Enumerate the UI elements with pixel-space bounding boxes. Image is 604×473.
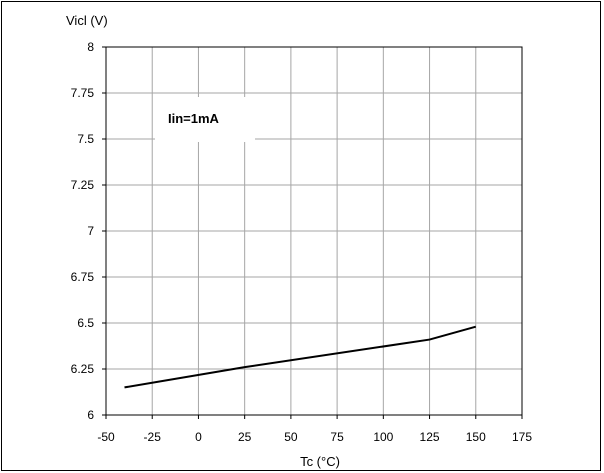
x-tick-label: 75	[330, 430, 344, 444]
annotation-background	[155, 97, 255, 142]
series	[124, 325, 477, 389]
y-tick-label: 7	[87, 224, 94, 238]
annotation-label: Iin=1mA	[168, 111, 220, 126]
x-tick-label: 175	[512, 430, 532, 444]
x-tick-label: 100	[373, 430, 393, 444]
x-axis: -50 -25 0 25 50 75 100 125 150 175	[97, 415, 532, 444]
x-axis-title: Tc (°C)	[300, 454, 340, 469]
y-axis: 6 6.25 6.5 6.75 7 7.25 7.5 7.75 8	[71, 40, 106, 422]
x-tick-label: -50	[97, 430, 115, 444]
y-axis-title: Vicl (V)	[66, 13, 108, 28]
y-tick-label: 7.75	[71, 86, 95, 100]
series-line	[124, 325, 477, 389]
x-tick-label: 150	[466, 430, 486, 444]
y-tick-label: 6.75	[71, 270, 95, 284]
x-tick-label: 125	[420, 430, 440, 444]
y-tick-label: 8	[87, 40, 94, 54]
x-tick-label: 25	[238, 430, 252, 444]
y-tick-label: 6.5	[77, 316, 94, 330]
x-tick-label: 50	[284, 430, 298, 444]
y-tick-label: 6.25	[71, 362, 95, 376]
y-tick-label: 7.5	[77, 132, 94, 146]
x-tick-label: 0	[195, 430, 202, 444]
y-tick-label: 6	[87, 408, 94, 422]
x-tick-label: -25	[144, 430, 162, 444]
y-tick-label: 7.25	[71, 178, 95, 192]
